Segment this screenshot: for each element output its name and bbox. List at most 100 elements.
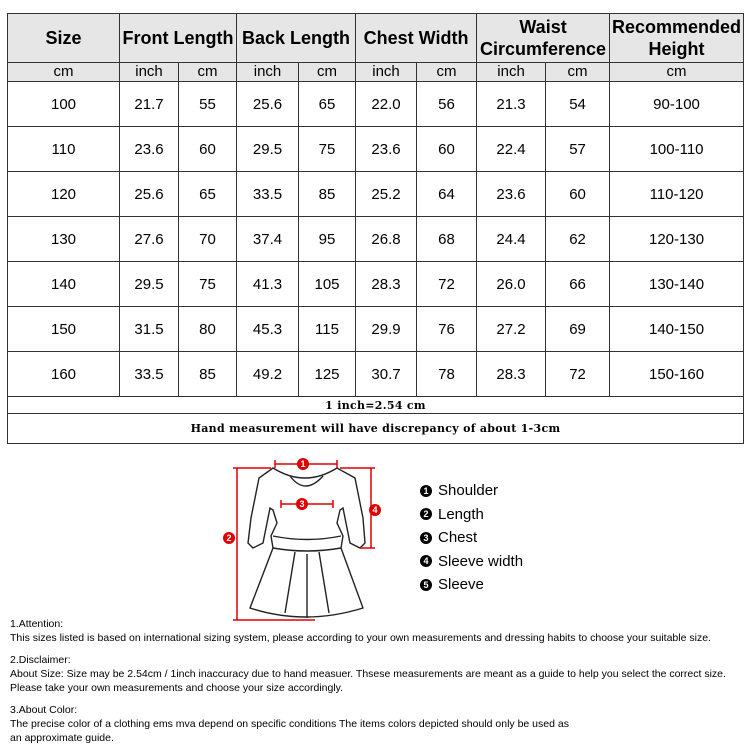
table-cell: 110 [7,126,120,172]
table-cell: 28.3 [355,261,418,307]
table-row: 100 21.7 55 25.6 65 22.0 56 21.3 54 90-100 [7,81,745,127]
table-cell: 33.5 [119,351,179,397]
legend-item: 3 Chest [420,526,523,550]
table-cell: 66 [545,261,611,307]
table-cell: 55 [177,81,238,127]
dress-measurement-diagram: 1 2 3 4 [223,458,381,621]
table-cell: 80 [177,306,238,352]
table-cell: 72 [545,351,611,397]
table-cell: 130 [7,216,120,262]
table-cell: 68 [416,216,478,262]
measurement-legend: 1 Shoulder 2 Length 3 Chest 4 Sleeve width 5 Slee… [420,479,523,597]
marker-2: 2 [226,533,231,543]
note-title: 3.About Color: [10,704,78,716]
table-cell: 60 [545,171,611,217]
table-cell: 23.6 [476,171,547,217]
unit-cell: inch [355,62,418,82]
note-title: 1.Attention: [10,618,64,630]
note-block: 2.Disclaimer: About Size: Size may be 2.5… [10,653,750,695]
table-cell: 25.6 [236,81,300,127]
table-cell: 56 [416,81,478,127]
table-cell: 26.8 [355,216,418,262]
table-row: 130 27.6 70 37.4 95 26.8 68 24.4 62 120-130 [7,216,745,262]
unit-cell: cm [416,62,478,82]
table-cell: 62 [545,216,611,262]
table-cell: 72 [416,261,478,307]
unit-cell: inch [476,62,547,82]
table-cell: 75 [298,126,357,172]
table-cell: 78 [416,351,478,397]
table-cell: 57 [545,126,611,172]
table-cell: 27.2 [476,306,547,352]
table-cell: 70 [177,216,238,262]
units-row: cm inch cm inch cm inch cm inch cm cm [7,62,745,82]
header-size: Size [7,13,120,63]
table-cell: 100-110 [609,126,745,172]
unit-cell: cm [545,62,611,82]
table-cell: 37.4 [236,216,300,262]
table-cell: 100 [7,81,120,127]
table-row: 150 31.5 80 45.3 115 29.9 76 27.2 69 140-150 [7,306,745,352]
note-text: The precise color of a clothing ems mva … [10,718,569,730]
table-cell: 33.5 [236,171,300,217]
legend-item: 2 Length [420,503,523,527]
table-cell: 105 [298,261,357,307]
table-cell: 140 [7,261,120,307]
header-height: Recommended Height [609,13,745,63]
table-cell: 160 [7,351,120,397]
table-cell: 130-140 [609,261,745,307]
legend-label: Length [438,505,484,523]
number-icon: 2 [420,508,432,521]
table-cell: 60 [177,126,238,172]
table-cell: 65 [177,171,238,217]
legend-item: 4 Sleeve width [420,550,523,574]
table-cell: 125 [298,351,357,397]
table-row: 160 33.5 85 49.2 125 30.7 78 28.3 72 150-160 [7,351,745,397]
note-text: About Size: Size may be 2.54cm / 1inch i… [10,668,726,680]
legend-item: 5 Sleeve [420,573,523,597]
header-row: Size Front Length Back Length Chest Widt… [7,13,745,63]
table-cell: 29.5 [119,261,179,307]
number-icon: 5 [420,578,432,591]
table-cell: 22.4 [476,126,547,172]
table-cell: 76 [416,306,478,352]
table-cell: 120 [7,171,120,217]
table-cell: 49.2 [236,351,300,397]
table-cell: 54 [545,81,611,127]
size-chart-table: Size Front Length Back Length Chest Widt… [6,13,745,444]
table-cell: 150 [7,306,120,352]
table-cell: 21.7 [119,81,179,127]
table-cell: 115 [298,306,357,352]
unit-cell: cm [7,62,120,82]
notes-section: 1.Attention: This sizes listed is based o… [10,617,750,753]
header-waist: Waist Circumference [476,13,611,63]
table-cell: 31.5 [119,306,179,352]
unit-cell: inch [236,62,300,82]
note-text: Please take your own measurements and ch… [10,682,344,694]
table-row: 110 23.6 60 29.5 75 23.6 60 22.4 57 100-110 [7,126,745,172]
table-cell: 60 [416,126,478,172]
table-cell: 90-100 [609,81,745,127]
table-cell: 85 [177,351,238,397]
number-icon: 1 [420,484,432,497]
table-cell: 30.7 [355,351,418,397]
unit-cell: cm [177,62,238,82]
table-cell: 22.0 [355,81,418,127]
table-cell: 21.3 [476,81,547,127]
marker-3: 3 [299,499,304,509]
table-cell: 41.3 [236,261,300,307]
unit-cell: inch [119,62,179,82]
marker-4: 4 [372,505,377,515]
number-icon: 4 [420,555,432,568]
table-cell: 120-130 [609,216,745,262]
note-text: This sizes listed is based on internatio… [10,632,711,644]
table-cell: 64 [416,171,478,217]
table-cell: 65 [298,81,357,127]
table-cell: 24.4 [476,216,547,262]
table-row: 140 29.5 75 41.3 105 28.3 72 26.0 66 130-140 [7,261,745,307]
header-chest-width: Chest Width [355,13,478,63]
header-back-length: Back Length [236,13,357,63]
table-cell: 26.0 [476,261,547,307]
table-cell: 25.6 [119,171,179,217]
conversion-note: 1 inch=2.54 cm [6,396,745,414]
